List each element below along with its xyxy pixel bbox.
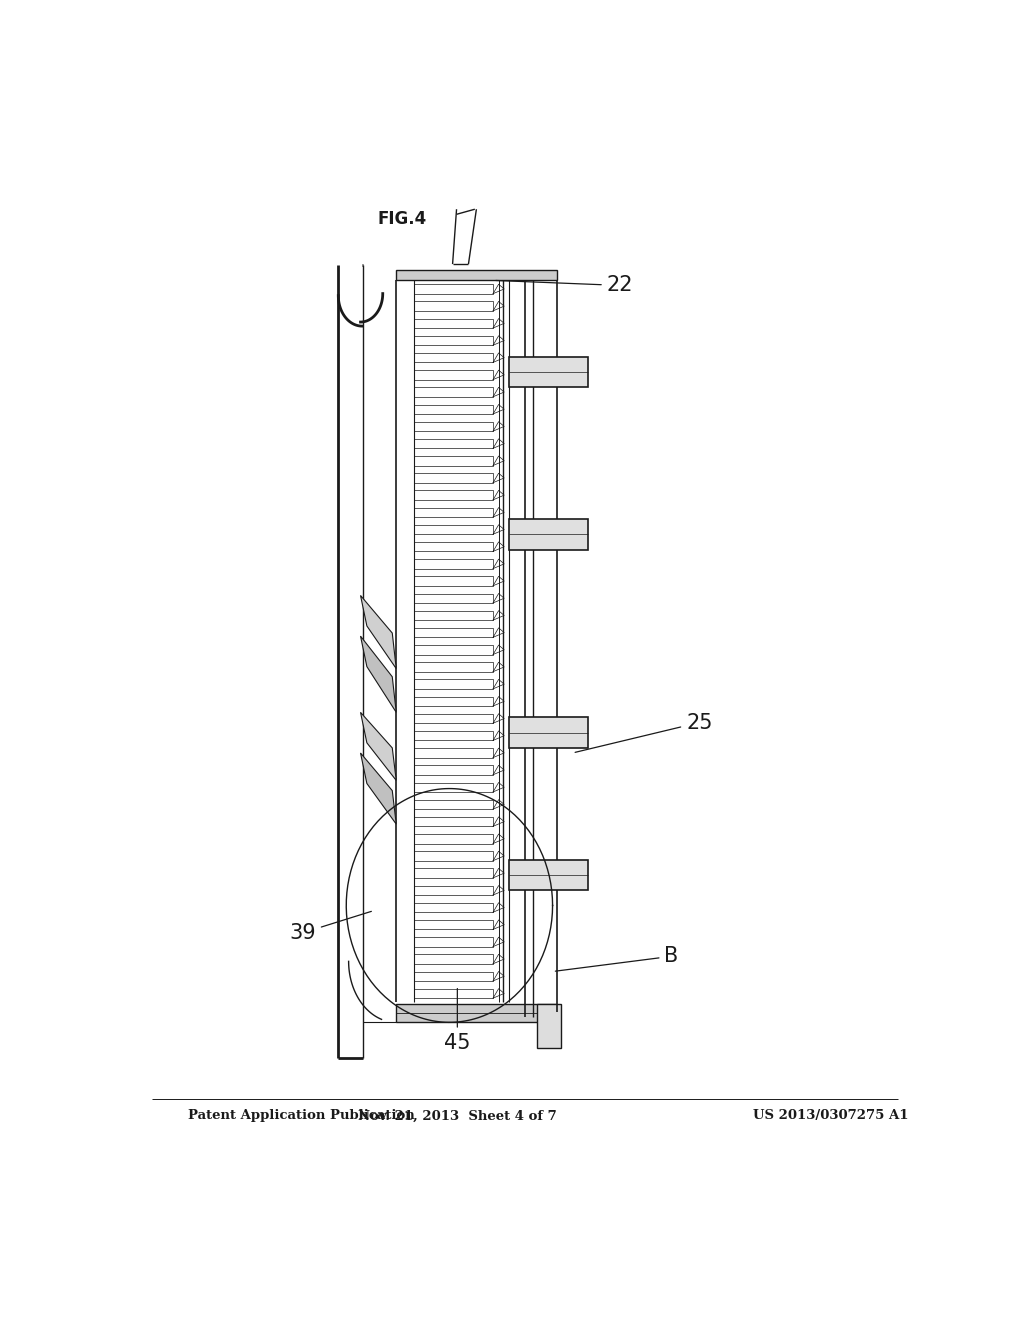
Polygon shape xyxy=(360,752,396,824)
Text: 22: 22 xyxy=(496,276,633,296)
Text: Nov. 21, 2013  Sheet 4 of 7: Nov. 21, 2013 Sheet 4 of 7 xyxy=(358,1109,557,1122)
Polygon shape xyxy=(509,356,588,387)
Text: 39: 39 xyxy=(289,911,372,942)
Polygon shape xyxy=(396,1005,557,1022)
Text: 45: 45 xyxy=(444,989,471,1052)
Polygon shape xyxy=(509,718,588,748)
Text: B: B xyxy=(555,946,679,972)
Polygon shape xyxy=(360,595,396,669)
Polygon shape xyxy=(509,859,588,890)
Text: Patent Application Publication: Patent Application Publication xyxy=(187,1109,415,1122)
Polygon shape xyxy=(537,1005,560,1048)
Polygon shape xyxy=(360,636,396,713)
Polygon shape xyxy=(509,519,588,549)
Text: US 2013/0307275 A1: US 2013/0307275 A1 xyxy=(753,1109,908,1122)
Polygon shape xyxy=(360,713,396,780)
Text: FIG.4: FIG.4 xyxy=(377,210,426,228)
Polygon shape xyxy=(396,271,557,280)
Text: 25: 25 xyxy=(575,713,713,752)
